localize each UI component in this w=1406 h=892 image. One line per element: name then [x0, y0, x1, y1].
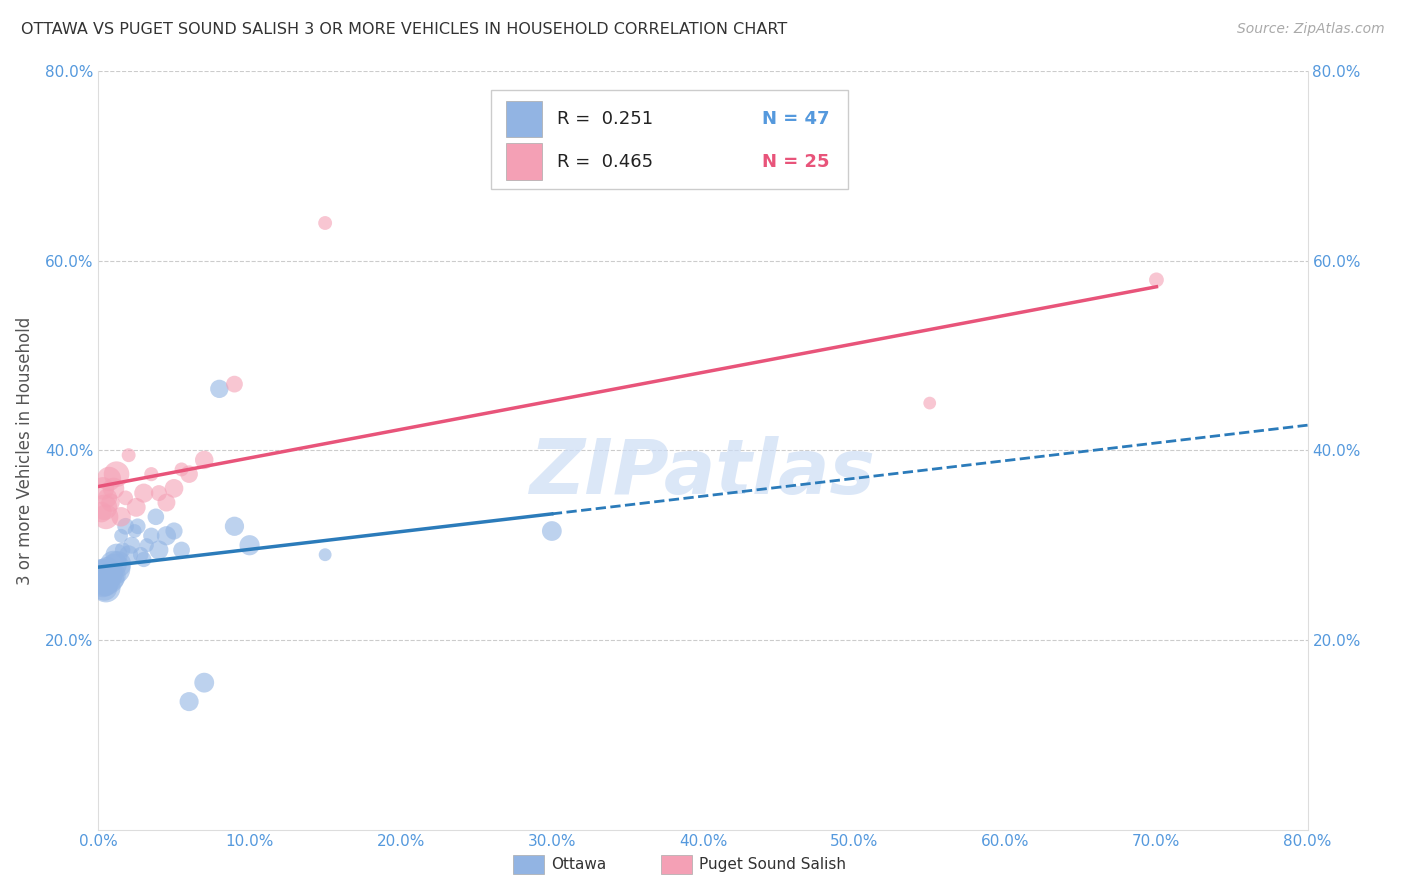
- Point: [132, 486, 155, 500]
- Text: N = 47: N = 47: [762, 110, 830, 128]
- Point: [96, 568, 118, 582]
- Point: [98, 571, 121, 585]
- Point: [91, 565, 114, 579]
- Point: [89, 571, 111, 585]
- FancyBboxPatch shape: [492, 90, 848, 189]
- Point: [90, 505, 112, 519]
- Point: [179, 695, 201, 709]
- Point: [239, 538, 262, 552]
- Point: [103, 557, 125, 572]
- Point: [121, 538, 143, 552]
- Text: Source: ZipAtlas.com: Source: ZipAtlas.com: [1237, 22, 1385, 37]
- Point: [104, 562, 127, 576]
- Point: [91, 568, 114, 582]
- Point: [127, 519, 149, 533]
- Point: [107, 557, 129, 572]
- Text: R =  0.251: R = 0.251: [557, 110, 652, 128]
- Text: OTTAWA VS PUGET SOUND SALISH 3 OR MORE VEHICLES IN HOUSEHOLD CORRELATION CHART: OTTAWA VS PUGET SOUND SALISH 3 OR MORE V…: [21, 22, 787, 37]
- Text: N = 25: N = 25: [762, 153, 830, 170]
- Point: [163, 482, 186, 496]
- Point: [170, 543, 193, 558]
- Point: [314, 216, 336, 230]
- Text: R =  0.465: R = 0.465: [557, 153, 652, 170]
- Point: [540, 524, 562, 538]
- Point: [918, 396, 941, 410]
- Point: [101, 571, 124, 585]
- Point: [98, 565, 121, 579]
- Point: [148, 543, 170, 558]
- Point: [224, 377, 246, 392]
- Point: [98, 472, 121, 486]
- Point: [118, 448, 141, 462]
- Point: [148, 486, 170, 500]
- Text: Ottawa: Ottawa: [551, 857, 606, 871]
- Point: [124, 524, 146, 538]
- Point: [208, 382, 231, 396]
- Point: [93, 500, 115, 515]
- Point: [132, 552, 155, 566]
- Point: [91, 576, 114, 591]
- Point: [118, 548, 141, 562]
- Point: [125, 500, 148, 515]
- Point: [145, 509, 167, 524]
- Point: [141, 529, 163, 543]
- Text: ZIPatlas: ZIPatlas: [530, 436, 876, 510]
- Point: [100, 568, 122, 582]
- Point: [94, 571, 117, 585]
- Point: [93, 581, 115, 595]
- Point: [155, 495, 177, 509]
- Point: [90, 571, 112, 585]
- Point: [224, 519, 246, 533]
- Text: Puget Sound Salish: Puget Sound Salish: [699, 857, 846, 871]
- Point: [94, 581, 117, 595]
- Point: [114, 491, 136, 505]
- Point: [103, 482, 125, 496]
- Point: [91, 482, 114, 496]
- Point: [129, 548, 152, 562]
- Point: [193, 453, 215, 467]
- Point: [1144, 273, 1167, 287]
- Point: [105, 467, 128, 482]
- Point: [93, 574, 115, 589]
- Point: [141, 467, 163, 482]
- Point: [155, 529, 177, 543]
- Point: [90, 566, 112, 581]
- Point: [193, 675, 215, 690]
- Point: [100, 566, 122, 581]
- Point: [105, 548, 128, 562]
- Point: [111, 543, 134, 558]
- Point: [314, 548, 336, 562]
- Point: [170, 462, 193, 476]
- Point: [96, 566, 118, 581]
- Point: [163, 524, 186, 538]
- Point: [110, 529, 132, 543]
- Point: [96, 562, 118, 576]
- Y-axis label: 3 or more Vehicles in Household: 3 or more Vehicles in Household: [15, 317, 34, 584]
- Point: [179, 467, 201, 482]
- Point: [135, 538, 157, 552]
- Point: [114, 519, 136, 533]
- FancyBboxPatch shape: [506, 101, 543, 137]
- Point: [100, 495, 122, 509]
- Point: [93, 578, 115, 592]
- Point: [94, 509, 117, 524]
- FancyBboxPatch shape: [506, 144, 543, 180]
- Point: [94, 576, 117, 591]
- Point: [110, 509, 132, 524]
- Point: [96, 491, 118, 505]
